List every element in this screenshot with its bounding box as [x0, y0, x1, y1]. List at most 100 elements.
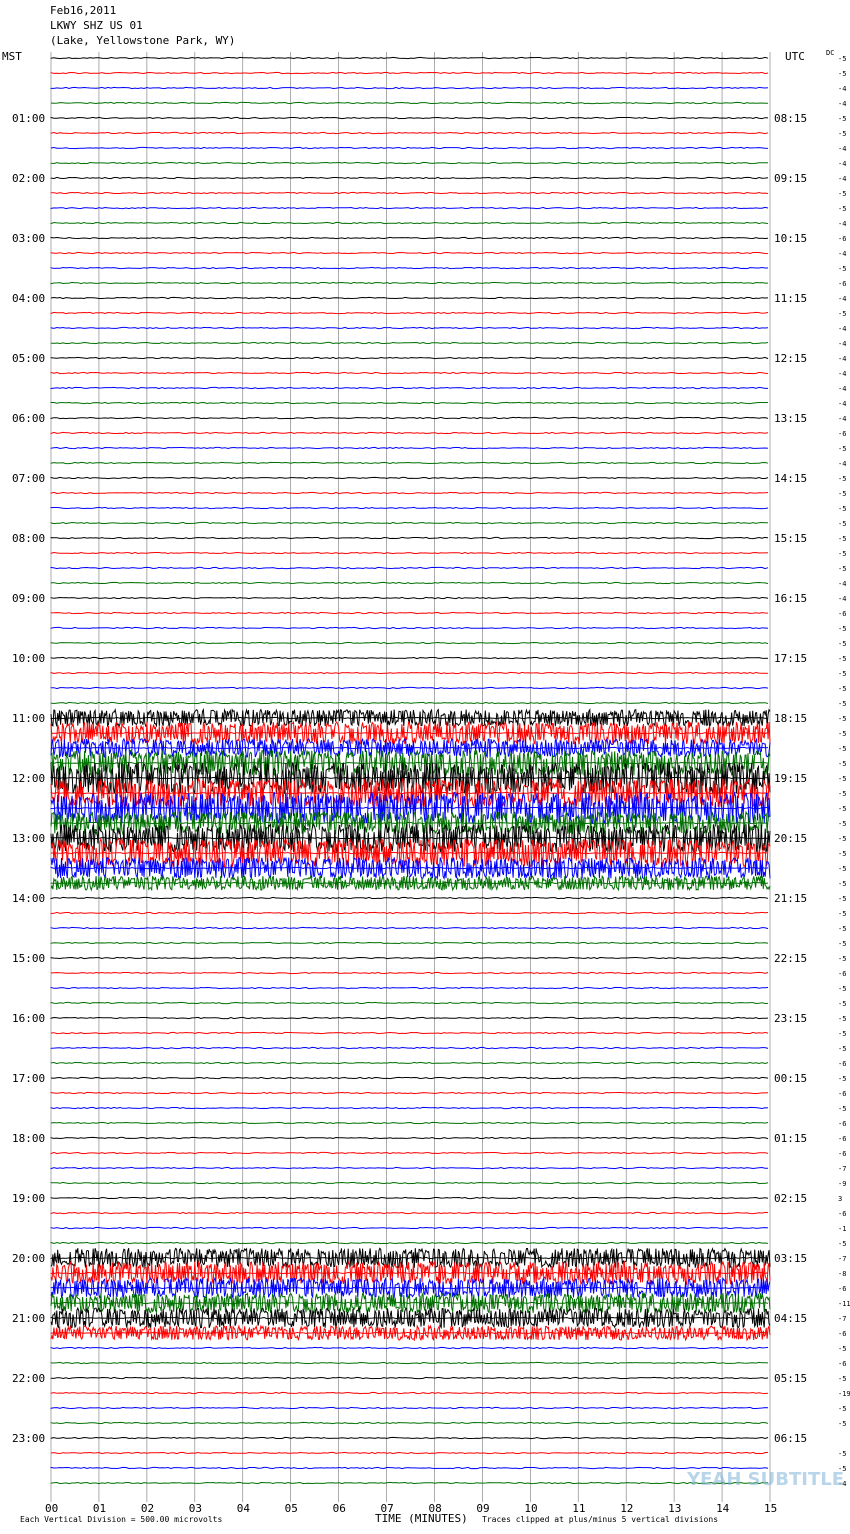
dc-offset-value: -7: [838, 1165, 846, 1173]
seismic-event-bursts: [50, 707, 771, 1342]
trace-row: [50, 1001, 769, 1005]
event-burst: [50, 856, 771, 881]
trace-row: [50, 911, 769, 915]
plot-date: Feb16,2011: [50, 4, 117, 17]
dc-offset-value: -5: [838, 490, 846, 498]
scale-note: Each Vertical Division = 500.00 microvol…: [20, 1515, 222, 1524]
trace-row: [50, 566, 769, 570]
left-hour-label: 08:00: [12, 532, 45, 545]
event-burst: [50, 707, 771, 728]
trace-row: [50, 281, 768, 285]
left-hour-label: 06:00: [12, 412, 45, 425]
trace-row: [50, 656, 769, 660]
trace-row: [50, 311, 769, 315]
left-hour-label: 19:00: [12, 1192, 45, 1205]
dc-offset-value: -6: [838, 430, 846, 438]
left-hour-label: 03:00: [12, 232, 45, 245]
trace-row: [50, 431, 769, 435]
trace-row: [50, 416, 769, 420]
trace-row: [50, 1376, 769, 1380]
right-hour-label: 21:15: [774, 892, 807, 905]
trace-row: [50, 1226, 769, 1230]
dc-offset-value: -5: [838, 1450, 846, 1458]
trace-row: [50, 1436, 769, 1440]
left-timezone-label: MST: [2, 50, 22, 63]
dc-offset-value: -4: [838, 100, 846, 108]
trace-row: [50, 1181, 769, 1185]
dc-offset-value: -4: [838, 250, 846, 258]
right-hour-label: 09:15: [774, 172, 807, 185]
trace-row: [50, 1286, 769, 1290]
trace-row: [50, 161, 769, 165]
trace-row: [50, 986, 769, 990]
trace-row: [50, 341, 769, 345]
trace-row: [50, 1241, 769, 1245]
trace-row: [50, 401, 769, 405]
x-tick-label: 01: [93, 1502, 106, 1515]
dc-offset-value: -5: [838, 1465, 846, 1473]
dc-offset-label: DC: [826, 49, 834, 57]
left-hour-label: 01:00: [12, 112, 45, 125]
left-hour-label: 17:00: [12, 1072, 45, 1085]
trace-row: [50, 1361, 769, 1365]
trace-row: [50, 1076, 769, 1080]
event-burst: [50, 1291, 771, 1315]
trace-row: [50, 356, 769, 360]
dc-offset-value: -5: [838, 670, 846, 678]
trace-row: [50, 641, 769, 645]
trace-row: [50, 146, 769, 150]
dc-offset-value: -5: [838, 865, 846, 873]
right-hour-label: 01:15: [774, 1132, 807, 1145]
trace-row: [50, 101, 769, 105]
right-hour-label: 05:15: [774, 1372, 807, 1385]
trace-row: [50, 371, 769, 375]
trace-row: [50, 1211, 769, 1215]
dc-offset-value: -4: [838, 355, 846, 363]
trace-row: [50, 686, 769, 690]
event-burst: [50, 874, 771, 892]
dc-offset-value: -4: [838, 1480, 846, 1488]
station-name: LKWY SHZ US 01: [50, 19, 143, 32]
x-tick-label: 03: [189, 1502, 202, 1515]
left-hour-label: 16:00: [12, 1012, 45, 1025]
right-hour-label: 00:15: [774, 1072, 807, 1085]
dc-offset-value: -5: [838, 685, 846, 693]
trace-row: [50, 1196, 769, 1200]
trace-row: [50, 1391, 769, 1395]
right-hour-label: 06:15: [774, 1432, 807, 1445]
trace-row: [50, 1421, 769, 1425]
trace-row: [50, 701, 769, 705]
dc-offset-value: -5: [838, 820, 846, 828]
right-hour-label: 17:15: [774, 652, 807, 665]
dc-offset-value: -5: [838, 1405, 846, 1413]
trace-row: [50, 1046, 769, 1050]
trace-row: [50, 1121, 769, 1125]
dc-offset-value: -5: [838, 1375, 846, 1383]
dc-offset-value: -4: [838, 595, 846, 603]
trace-row: [50, 551, 769, 555]
dc-offset-value: -5: [838, 715, 846, 723]
event-burst: [50, 837, 771, 869]
trace-row: [50, 1031, 769, 1035]
left-hour-label: 10:00: [12, 652, 45, 665]
dc-offset-value: -5: [838, 1030, 846, 1038]
dc-offset-value: -5: [838, 70, 846, 78]
dc-offset-value: -6: [838, 1060, 846, 1068]
dc-offset-value: -5: [838, 745, 846, 753]
right-hour-label: 08:15: [774, 112, 807, 125]
trace-row: [50, 1091, 769, 1095]
dc-offset-value: -5: [838, 775, 846, 783]
dc-offset-value: -4: [838, 220, 846, 228]
dc-offset-value: -5: [838, 910, 846, 918]
dc-offset-value: -5: [838, 940, 846, 948]
dc-offset-value: -4: [838, 460, 846, 468]
dc-offset-value: -4: [838, 340, 846, 348]
trace-row: [50, 1166, 768, 1170]
trace-row: [50, 1016, 769, 1020]
dc-offset-value: -4: [838, 295, 846, 303]
event-burst: [50, 1260, 771, 1286]
right-hour-label: 10:15: [774, 232, 807, 245]
trace-row: [50, 521, 768, 525]
trace-row: [50, 896, 769, 900]
trace-row: [50, 86, 769, 90]
